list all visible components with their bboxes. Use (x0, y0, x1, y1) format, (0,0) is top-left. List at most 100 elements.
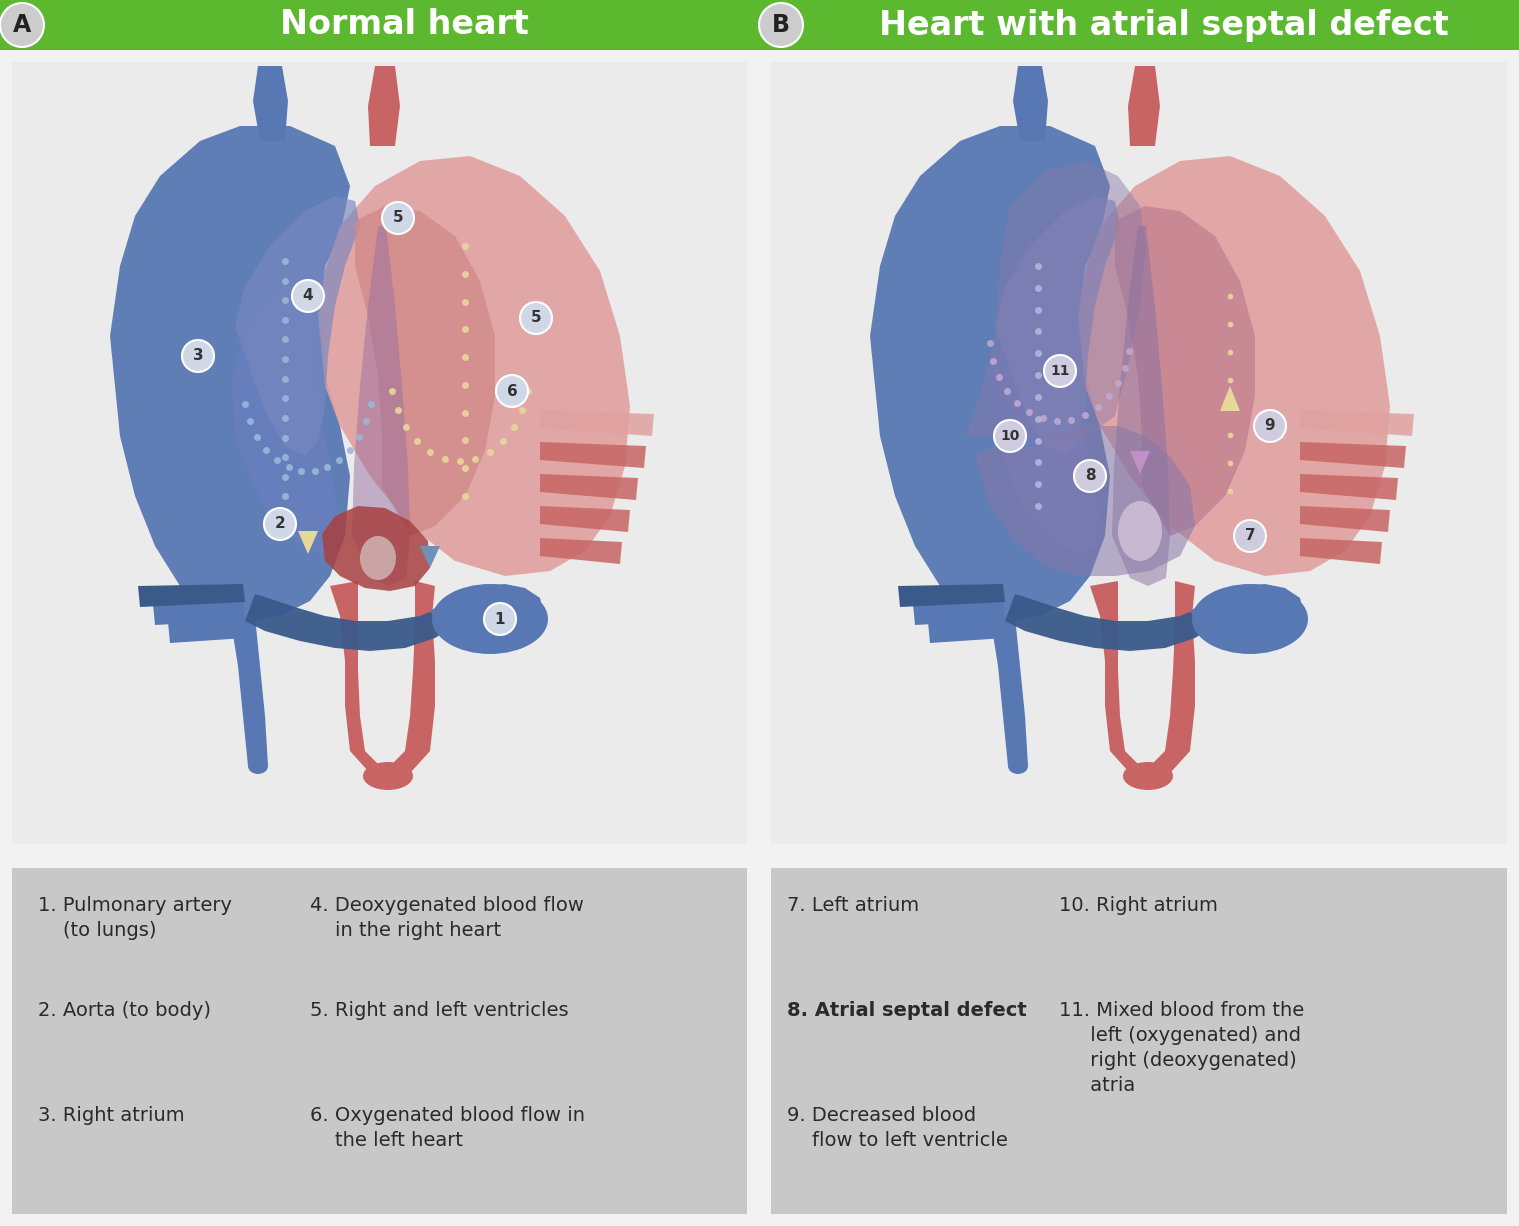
Circle shape (381, 202, 415, 234)
Text: 9: 9 (1265, 418, 1276, 434)
Text: 3. Right atrium: 3. Right atrium (38, 1106, 185, 1125)
Ellipse shape (248, 758, 267, 774)
Polygon shape (1300, 474, 1397, 500)
Polygon shape (169, 620, 245, 642)
Text: 6. Oxygenated blood flow in
    the left heart: 6. Oxygenated blood flow in the left hea… (310, 1106, 585, 1150)
Circle shape (1255, 409, 1287, 443)
Polygon shape (430, 584, 545, 653)
Text: 1. Pulmonary artery
    (to lungs): 1. Pulmonary artery (to lungs) (38, 896, 232, 940)
Text: 11: 11 (1050, 364, 1069, 378)
Bar (12, 63, 747, 843)
Circle shape (1044, 356, 1075, 387)
Polygon shape (355, 206, 495, 536)
Polygon shape (539, 443, 646, 468)
Ellipse shape (360, 536, 396, 580)
Ellipse shape (431, 584, 548, 653)
Polygon shape (870, 126, 1110, 622)
Text: 5. Right and left ventricles: 5. Right and left ventricles (310, 1000, 568, 1020)
Polygon shape (352, 226, 410, 586)
Text: 8. Atrial septal defect: 8. Atrial septal defect (787, 1000, 1027, 1020)
Polygon shape (1300, 506, 1390, 532)
Bar (753, 0, 764, 1226)
Polygon shape (368, 66, 399, 146)
Polygon shape (1189, 584, 1305, 653)
Text: 9. Decreased blood
    flow to left ventricle: 9. Decreased blood flow to left ventricl… (787, 1106, 1009, 1150)
Text: 6: 6 (507, 384, 518, 398)
Polygon shape (1300, 538, 1382, 564)
Polygon shape (995, 196, 1120, 456)
Text: A: A (12, 13, 30, 37)
Circle shape (485, 603, 516, 635)
Polygon shape (1112, 226, 1170, 586)
Text: 5: 5 (393, 211, 404, 226)
Polygon shape (539, 409, 655, 436)
Text: 5: 5 (530, 310, 541, 325)
Polygon shape (232, 286, 339, 554)
Polygon shape (322, 506, 430, 591)
Polygon shape (109, 126, 349, 622)
Text: 3: 3 (193, 348, 204, 363)
Polygon shape (1115, 206, 1255, 536)
Polygon shape (1129, 66, 1161, 146)
Polygon shape (229, 615, 267, 766)
Ellipse shape (1123, 763, 1173, 790)
Polygon shape (419, 546, 441, 568)
Polygon shape (317, 156, 630, 576)
Ellipse shape (363, 763, 413, 790)
Polygon shape (965, 161, 1145, 441)
Bar (0, 0, 760, 50)
Text: 11. Mixed blood from the
     left (oxygenated) and
     right (deoxygenated)
  : 11. Mixed blood from the left (oxygenate… (1059, 1000, 1305, 1095)
Polygon shape (1078, 156, 1390, 576)
Polygon shape (254, 66, 289, 141)
Circle shape (760, 2, 804, 47)
Text: 8: 8 (1085, 468, 1095, 483)
Bar (12, 868, 747, 1214)
Ellipse shape (1118, 501, 1162, 562)
Bar (760, 0, 1519, 50)
Polygon shape (913, 602, 1006, 625)
Polygon shape (1130, 451, 1150, 474)
Circle shape (264, 508, 296, 539)
Circle shape (1233, 520, 1265, 552)
Polygon shape (539, 474, 638, 500)
Polygon shape (1300, 443, 1407, 468)
Text: Normal heart: Normal heart (279, 9, 529, 42)
Circle shape (1074, 460, 1106, 492)
Polygon shape (138, 584, 245, 607)
Polygon shape (245, 595, 465, 651)
Polygon shape (1006, 595, 1224, 651)
Circle shape (497, 375, 529, 407)
Polygon shape (1220, 386, 1240, 411)
Bar (772, 63, 1507, 843)
Polygon shape (928, 620, 1006, 642)
Polygon shape (1013, 66, 1048, 141)
Text: 7. Left atrium: 7. Left atrium (787, 896, 919, 915)
Polygon shape (539, 506, 630, 532)
Text: 10: 10 (1001, 429, 1019, 443)
Bar (772, 868, 1507, 1214)
Ellipse shape (1192, 584, 1308, 653)
Circle shape (0, 2, 44, 47)
Polygon shape (235, 196, 360, 456)
Polygon shape (1300, 409, 1414, 436)
Polygon shape (898, 584, 1006, 607)
Polygon shape (975, 425, 1195, 576)
Text: 2. Aorta (to body): 2. Aorta (to body) (38, 1000, 211, 1020)
Text: 4. Deoxygenated blood flow
    in the right heart: 4. Deoxygenated blood flow in the right … (310, 896, 583, 940)
Polygon shape (298, 531, 317, 554)
Ellipse shape (1009, 758, 1028, 774)
Circle shape (993, 421, 1025, 452)
Text: Heart with atrial septal defect: Heart with atrial septal defect (880, 9, 1449, 42)
Circle shape (519, 302, 551, 333)
Polygon shape (992, 286, 1098, 554)
Polygon shape (990, 615, 1028, 766)
Text: 4: 4 (302, 288, 313, 304)
Text: 7: 7 (1244, 528, 1255, 543)
Text: 2: 2 (275, 516, 286, 532)
Text: 10. Right atrium: 10. Right atrium (1059, 896, 1218, 915)
Circle shape (182, 340, 214, 371)
Polygon shape (539, 538, 621, 564)
Circle shape (292, 280, 324, 311)
Polygon shape (153, 602, 245, 625)
Polygon shape (1091, 581, 1195, 779)
